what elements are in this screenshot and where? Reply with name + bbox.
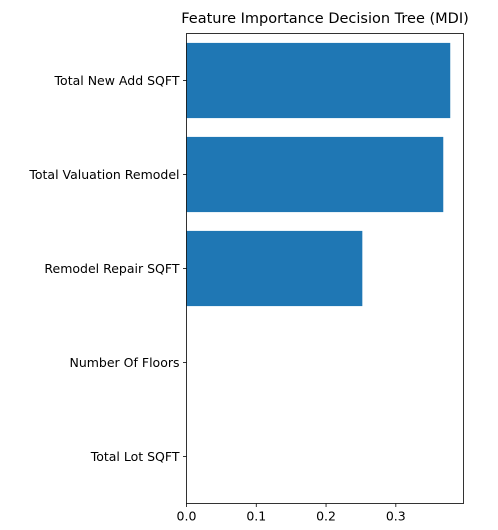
bar-remodel-repair-sqft xyxy=(186,230,363,307)
x-tick-label: 0.3 xyxy=(386,509,406,524)
bars-layer xyxy=(186,42,451,307)
x-tick-label: 0.2 xyxy=(316,509,336,524)
bar-total-valuation-remodel xyxy=(186,136,444,213)
plot-frame xyxy=(186,33,464,504)
y-tick-label: Total Lot SQFT xyxy=(90,449,180,464)
x-tick-label: 0.1 xyxy=(246,509,266,524)
y-tick-label: Number Of Floors xyxy=(69,355,179,370)
y-tick-label: Total Valuation Remodel xyxy=(28,167,179,182)
chart-title: Feature Importance Decision Tree (MDI) xyxy=(181,11,469,27)
x-tick-label: 0.0 xyxy=(177,509,197,524)
axes-layer: Total New Add SQFT Total Valuation Remode… xyxy=(28,33,464,524)
bar-total-new-add-sqft xyxy=(186,42,451,119)
y-tick-label: Total New Add SQFT xyxy=(54,73,180,88)
y-tick-label: Remodel Repair SQFT xyxy=(44,261,179,276)
